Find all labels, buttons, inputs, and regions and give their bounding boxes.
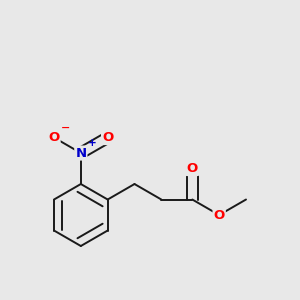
Text: O: O [187,162,198,175]
Text: +: + [88,138,97,148]
Text: −: − [61,123,70,133]
Text: O: O [48,131,60,144]
Text: O: O [102,131,113,144]
Text: O: O [214,208,225,221]
Text: N: N [75,146,86,160]
